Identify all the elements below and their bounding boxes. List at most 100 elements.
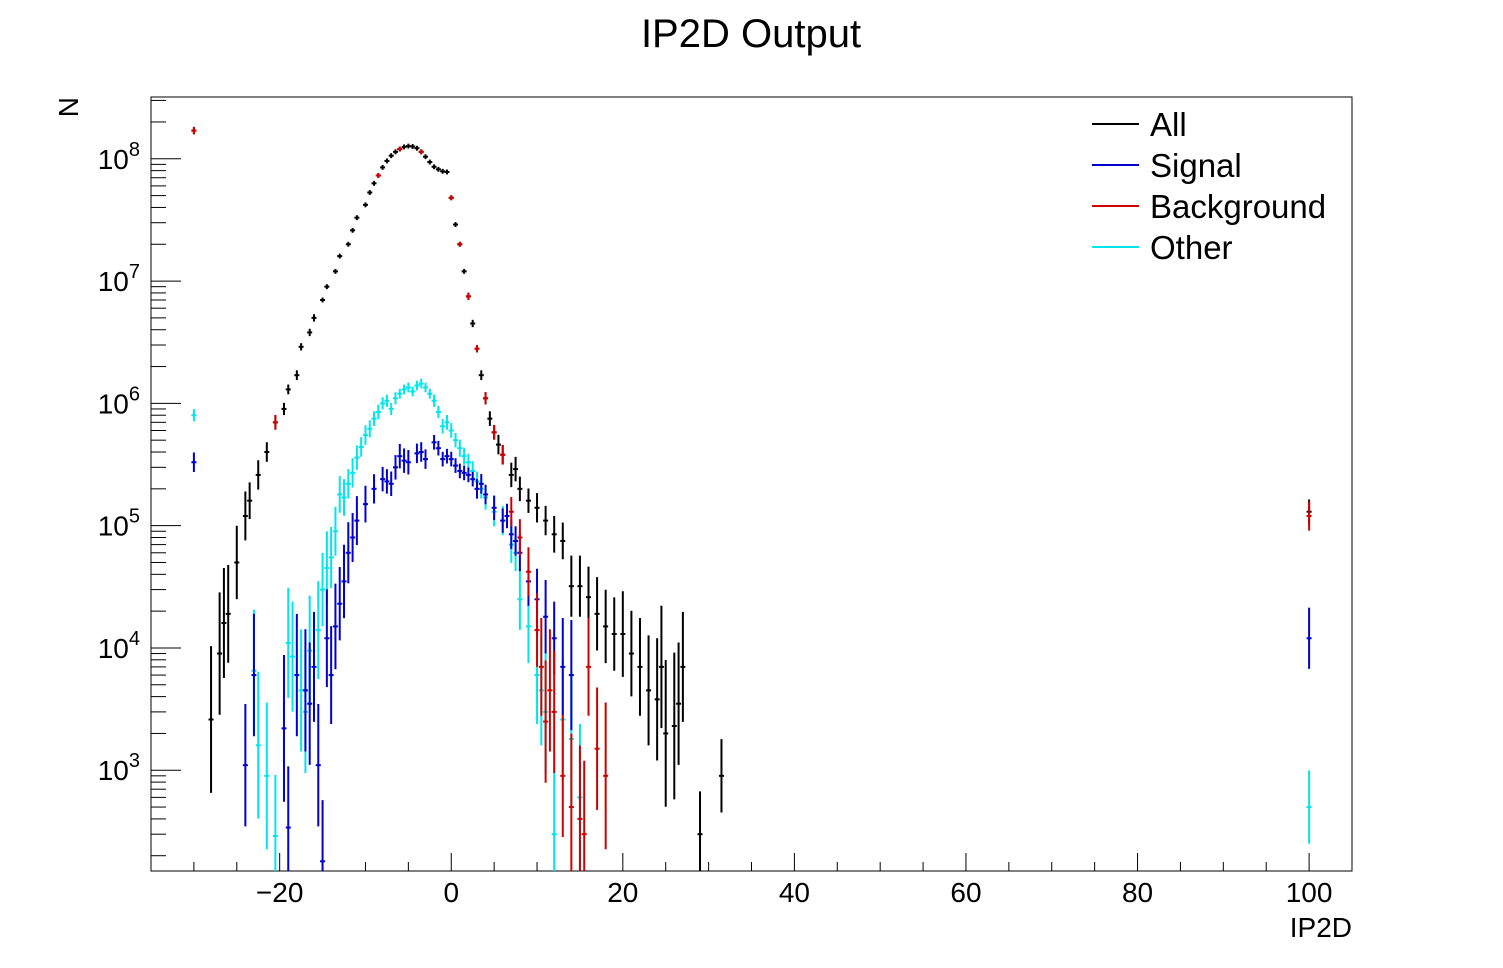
data-point: [405, 382, 411, 393]
x-tick-label: −20: [256, 877, 304, 908]
data-point: [478, 370, 484, 381]
data-point: [384, 394, 390, 407]
y-tick-label: 105: [98, 506, 140, 542]
data-point: [264, 702, 270, 850]
data-point: [242, 704, 248, 827]
data-point: [470, 471, 476, 487]
data-point: [255, 671, 261, 819]
data-point: [581, 760, 587, 871]
data-point: [191, 409, 197, 422]
data-point: [328, 526, 334, 588]
data-point: [534, 493, 540, 523]
data-point: [658, 605, 664, 729]
data-point: [517, 568, 523, 630]
data-point: [594, 577, 600, 651]
data-point: [294, 613, 300, 737]
data-point: [371, 474, 377, 504]
data-point: [448, 423, 454, 438]
data-point: [457, 439, 463, 457]
data-point: [320, 552, 326, 627]
data-point: [646, 635, 652, 746]
data-point: [423, 382, 429, 393]
data-point: [354, 496, 360, 546]
data-point: [500, 508, 506, 533]
data-point: [242, 491, 248, 541]
data-point: [517, 519, 523, 556]
data-point: [251, 613, 257, 737]
data-point: [568, 555, 574, 617]
legend: All Signal Background Other: [1092, 106, 1326, 266]
data-point: [551, 773, 557, 871]
data-point: [217, 592, 223, 715]
data-point: [551, 650, 557, 774]
data-point: [1306, 770, 1312, 844]
data-point: [405, 143, 411, 149]
data-point: [401, 384, 407, 395]
data-point: [311, 611, 317, 722]
y-tick-label: 103: [98, 750, 140, 786]
data-point: [354, 215, 360, 221]
data-point: [453, 458, 459, 473]
data-point: [525, 547, 531, 597]
data-point: [448, 195, 454, 201]
data-series: [191, 126, 1312, 871]
data-point: [543, 580, 549, 654]
y-tick-label: 108: [98, 139, 140, 175]
data-point: [208, 646, 214, 793]
data-point: [401, 144, 407, 150]
data-point: [444, 414, 450, 430]
data-point: [311, 314, 317, 322]
data-point: [500, 444, 506, 465]
data-point: [337, 253, 343, 259]
data-point: [324, 589, 330, 688]
data-point: [697, 791, 703, 871]
data-point: [423, 449, 429, 469]
data-point: [281, 654, 287, 802]
data-point: [362, 485, 368, 523]
data-point: [191, 126, 197, 135]
data-point: [457, 241, 463, 247]
x-tick-label: 80: [1122, 877, 1153, 908]
data-point: [225, 564, 231, 663]
data-point: [272, 774, 278, 871]
data-point: [483, 392, 489, 405]
series-signal: [191, 435, 1312, 871]
data-point: [247, 482, 253, 520]
legend-label: Other: [1150, 229, 1233, 266]
data-point: [362, 425, 368, 445]
data-point: [568, 733, 574, 871]
data-point: [234, 525, 240, 600]
data-point: [543, 505, 549, 536]
data-point: [290, 601, 296, 712]
data-point: [397, 443, 403, 469]
data-point: [264, 442, 270, 462]
data-point: [418, 378, 424, 389]
data-point: [315, 704, 321, 827]
data-point: [427, 159, 433, 165]
data-point: [457, 463, 463, 479]
data-point: [453, 222, 459, 227]
data-point: [538, 617, 544, 716]
data-point: [504, 503, 510, 529]
data-point: [337, 567, 343, 641]
data-point: [337, 476, 343, 513]
data-point: [401, 448, 407, 473]
legend-label: Background: [1150, 188, 1326, 225]
data-point: [474, 345, 480, 353]
data-point: [328, 626, 334, 724]
data-point: [628, 610, 634, 697]
data-point: [350, 513, 356, 562]
data-point: [508, 497, 514, 527]
data-point: [620, 591, 626, 677]
x-tick-label: 20: [607, 877, 638, 908]
data-point: [560, 617, 566, 716]
data-point: [397, 146, 403, 152]
data-point: [611, 597, 617, 671]
y-tick-label: 107: [98, 261, 140, 297]
data-point: [285, 384, 291, 395]
series-other: [191, 378, 1312, 871]
data-point: [495, 434, 501, 455]
data-point: [272, 414, 278, 430]
data-point: [414, 380, 420, 391]
